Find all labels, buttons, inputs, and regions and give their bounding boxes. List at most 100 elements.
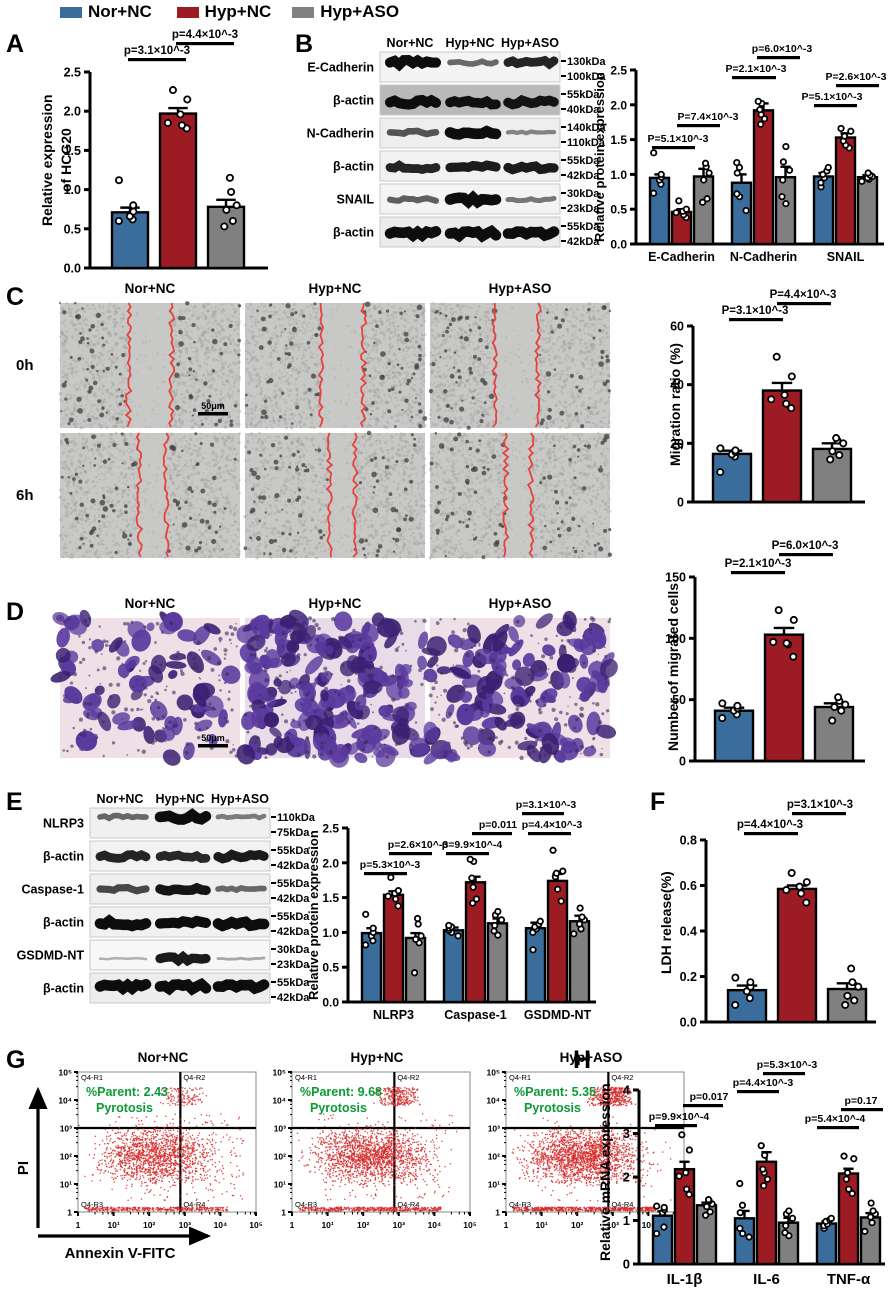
- panel-D-ylabel: Number of migrated cells: [665, 582, 681, 752]
- blot-mw-marker: 42kDa: [277, 893, 310, 905]
- blot-mw-marker: 55kDa: [277, 911, 310, 923]
- flow-x-tick: 1: [290, 1220, 295, 1230]
- svg-text:2.5: 2.5: [610, 64, 627, 78]
- svg-text:P=2.1×10^-3: P=2.1×10^-3: [725, 63, 786, 75]
- legend-item-0: Nor+NC: [60, 2, 156, 21]
- panel-label-F: F: [650, 788, 666, 816]
- blot-header-1: Hyp+NC: [155, 792, 205, 806]
- blot-mw-marker: 42kDa: [277, 926, 310, 938]
- blot-mw-marker: 55kDa: [567, 155, 600, 167]
- blot-mw-marker: 30kDa: [567, 188, 600, 200]
- figure-legend: Nor+NC Hyp+NC Hyp+ASO: [60, 2, 399, 22]
- wound-healing-image: [243, 430, 427, 560]
- flow-xlabel: Annexin V-FITC: [65, 1245, 176, 1262]
- panel-label-D: D: [6, 598, 25, 626]
- flow-quadrant-label: Q4-R2: [397, 1073, 419, 1082]
- flow-quadrant-label: Q4-R4: [611, 1200, 633, 1209]
- svg-text:p=3.1×10^-3: p=3.1×10^-3: [124, 45, 190, 57]
- flow-quadrant-label: Q4-R2: [183, 1073, 205, 1082]
- flow-y-tick: 10²: [60, 1152, 72, 1162]
- panel-F-chart: LDH release(%) 0.0 0.2 0.4 0.6 0.8 p=4.4×10^-…: [640, 799, 890, 1040]
- panel-E-chart: Relative protein expression 0.0 0.5 1.0 1.5…: [300, 790, 600, 1030]
- svg-text:1.0: 1.0: [610, 168, 627, 182]
- flow-y-tick: 10²: [274, 1152, 286, 1162]
- blot-header-0: Nor+NC: [96, 792, 144, 806]
- blot-mw-marker: 140kDa: [567, 122, 606, 134]
- svg-text:E-Cadherin: E-Cadherin: [648, 250, 715, 264]
- panel-C-chart: Migration ratio (%) 0 20 40 60 P=3.1×10^-3 P=…: [625, 289, 890, 530]
- svg-text:P=7.4×10^-3: P=7.4×10^-3: [677, 111, 738, 123]
- blot-row-label: GSDMD-NT: [17, 949, 85, 963]
- flow-scatter: Q4-R1 Q4-R2 Q4-R3 Q4-R4 %Parent: 9.68 Pyrotos…: [272, 1068, 476, 1231]
- micrograph-row-label-C: 6h: [16, 486, 34, 504]
- flow-x-tick: 10⁵: [249, 1220, 262, 1230]
- flow-x-tick: 10⁴: [214, 1220, 228, 1230]
- svg-text:SNAIL: SNAIL: [827, 250, 865, 264]
- svg-text:1.5: 1.5: [610, 133, 627, 147]
- legend-label-1: Hyp+NC: [204, 2, 272, 21]
- blot-row-label: E-Cadherin: [307, 61, 374, 75]
- flow-parent-label: %Parent: 9.68: [300, 1085, 382, 1099]
- flow-y-tick: 10³: [60, 1124, 72, 1134]
- panel-E-blot: Nor+NC Hyp+NC Hyp+ASO NLRP3 110kDa 75kDa β-…: [17, 792, 316, 1022]
- blot-mw-marker: 40kDa: [567, 104, 600, 116]
- wound-healing-image: [428, 301, 612, 430]
- legend-swatch-blue: [60, 6, 82, 18]
- blot-header-1: Hyp+NC: [445, 36, 495, 50]
- wound-healing-image: [58, 432, 242, 560]
- micrograph-header-D: Hyp+NC: [308, 596, 362, 611]
- blot-mw-marker: 30kDa: [277, 944, 310, 956]
- flow-quadrant-label: Q4-R4: [183, 1200, 205, 1209]
- flow-x-tick: 10²: [357, 1220, 369, 1230]
- flow-x-tick: 1: [504, 1220, 509, 1230]
- legend-swatch-red: [176, 6, 199, 18]
- wound-healing-image: 50μm: [58, 301, 242, 430]
- wound-healing-image: [428, 431, 613, 560]
- micrograph-header-C: Nor+NC: [124, 281, 176, 296]
- flow-y-tick: 10¹: [60, 1180, 72, 1190]
- flow-y-tick: 10⁴: [58, 1096, 72, 1106]
- flow-y-tick: 10⁵: [59, 1068, 72, 1078]
- panel-A-ylabel: Relative expression of HCG20: [39, 94, 74, 226]
- flow-ylabel: PI: [15, 1161, 32, 1175]
- flow-x-tick: 10³: [393, 1220, 405, 1230]
- blot-row-label: β-actin: [43, 916, 84, 930]
- flow-plot-title: Hyp+ASO: [559, 1050, 623, 1065]
- blot-header-2: Hyp+ASO: [210, 792, 269, 806]
- flow-x-tick: 10²: [571, 1220, 583, 1230]
- blot-mw-marker: 55kDa: [277, 845, 310, 857]
- flow-x-tick: 1: [76, 1220, 81, 1230]
- blot-gel-E: NLRP3 110kDa 75kDa β-actin 55kDa 42kDa Caspase…: [17, 807, 316, 1004]
- svg-text:N-Cadherin: N-Cadherin: [730, 250, 797, 264]
- micrograph-header-C: Hyp+NC: [308, 281, 362, 296]
- flow-pyroptosis-label: Pyrotosis: [524, 1101, 581, 1115]
- blot-header-0: Nor+NC: [386, 36, 434, 50]
- micrograph-header-D: Nor+NC: [124, 596, 176, 611]
- svg-text:1.0: 1.0: [64, 183, 81, 197]
- flow-x-tick: 10¹: [107, 1220, 119, 1230]
- flow-y-tick: 10¹: [488, 1180, 500, 1190]
- flow-pyroptosis-label: Pyrotosis: [96, 1101, 153, 1115]
- flow-y-tick: 1: [495, 1208, 500, 1218]
- legend-label-0: Nor+NC: [88, 2, 152, 21]
- panel-label-B: B: [295, 30, 314, 58]
- svg-text:0.5: 0.5: [64, 222, 81, 236]
- flow-pyroptosis-label: Pyrotosis: [310, 1101, 367, 1115]
- blot-row-label: β-actin: [43, 982, 84, 996]
- flow-plot-title: Nor+NC: [137, 1050, 189, 1065]
- svg-text:p=4.4×10^-3: p=4.4×10^-3: [172, 29, 238, 41]
- svg-text:2.5: 2.5: [64, 66, 81, 80]
- flow-quadrant-label: Q4-R2: [611, 1073, 633, 1082]
- blot-gel-B: E-Cadherin 130kDa 100kDa β-actin 55kDa 40kDa N…: [307, 51, 606, 248]
- flow-quadrant-label: Q4-R3: [295, 1200, 317, 1209]
- flow-parent-label: %Parent: 5.35: [514, 1085, 596, 1099]
- blot-mw-marker: 100kDa: [567, 71, 606, 83]
- flow-y-tick: 10¹: [274, 1180, 286, 1190]
- blot-mw-marker: 55kDa: [567, 221, 600, 233]
- flow-x-tick: 10¹: [321, 1220, 333, 1230]
- blot-mw-marker: 42kDa: [567, 170, 600, 182]
- panel-label-E: E: [6, 788, 23, 816]
